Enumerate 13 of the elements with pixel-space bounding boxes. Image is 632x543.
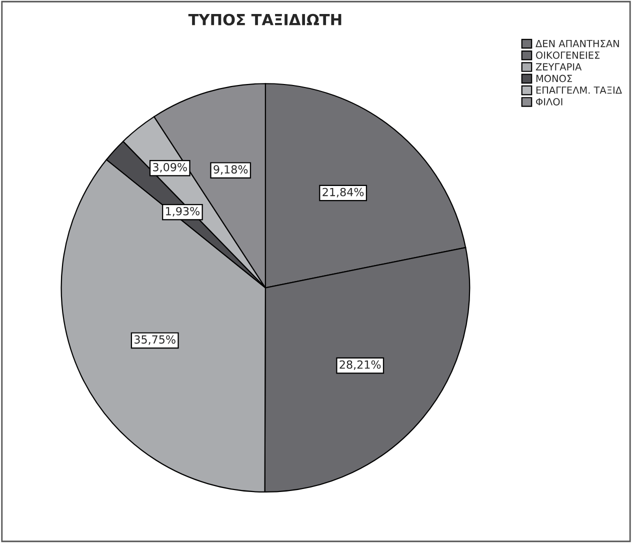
data-label: 21,84%: [322, 188, 364, 198]
data-label: 9,18%: [214, 165, 248, 175]
legend-label: ΜΟΝΟΣ: [536, 74, 572, 82]
data-label: 35,75%: [134, 335, 176, 345]
legend-label: ΟΙΚΟΓΕΝΕΙΕΣ: [536, 51, 600, 59]
chart-title: ΤΥΠΟΣ ΤΑΞΙΔΙΩΤΗ: [188, 14, 342, 26]
legend-label: ΔΕΝ ΑΠΑΝΤΗΣΑΝ: [536, 40, 619, 48]
data-label: 1,93%: [166, 206, 200, 216]
legend-label: ΕΠΑΓΓΕΛΜ. ΤΑΞΙΔ: [536, 86, 622, 94]
data-label: 28,21%: [340, 360, 381, 370]
legend-label: ΦΙΛΟΙ: [536, 98, 562, 106]
legend-label: ΖΕΥΓΑΡΙΑ: [536, 63, 582, 70]
data-label: 3,09%: [153, 162, 187, 172]
